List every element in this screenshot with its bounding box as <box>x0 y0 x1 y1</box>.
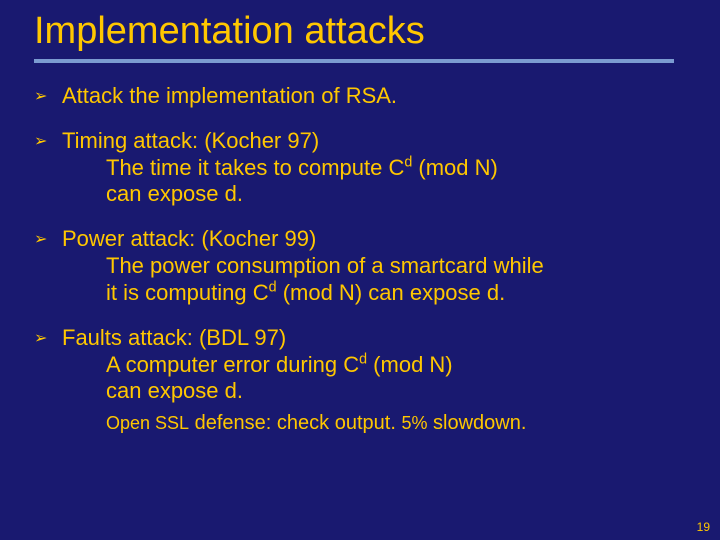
bullet-text: Faults attack: (BDL 97) A computer error… <box>62 325 686 436</box>
defense-serif1: Open SSL <box>106 413 189 433</box>
slide-title: Implementation attacks <box>34 0 686 57</box>
body-mid: (mod N) <box>367 352 453 377</box>
defense-line: Open SSL defense: check output. 5% slowd… <box>62 411 686 435</box>
exponent: d <box>359 351 367 367</box>
bullet-lead: Faults attack: (BDL 97) <box>62 325 286 350</box>
title-rule <box>34 59 674 63</box>
bullet-text: Power attack: (Kocher 99) The power cons… <box>62 226 686 306</box>
bullet-body: it is computing Cd (mod N) can expose d. <box>62 280 686 307</box>
bullet-body-line1: The power consumption of a smartcard whi… <box>62 253 686 280</box>
defense-serif2: 5% <box>401 413 427 433</box>
bullet-list: ➢ Attack the implementation of RSA. ➢ Ti… <box>34 83 686 436</box>
body-pre: The time it takes to compute C <box>106 155 404 180</box>
bullet-marker-icon: ➢ <box>34 325 62 436</box>
bullet-marker-icon: ➢ <box>34 128 62 208</box>
page-number: 19 <box>697 520 710 534</box>
bullet-item: ➢ Power attack: (Kocher 99) The power co… <box>34 226 686 306</box>
bullet-body: A computer error during Cd (mod N) <box>62 352 686 379</box>
bullet-body: The time it takes to compute Cd (mod N) <box>62 155 686 182</box>
body-pre: A computer error during C <box>106 352 359 377</box>
body-mid: (mod N) <box>412 155 498 180</box>
bullet-text: Attack the implementation of RSA. <box>62 83 686 110</box>
slide: Implementation attacks ➢ Attack the impl… <box>0 0 720 540</box>
bullet-item: ➢ Timing attack: (Kocher 97) The time it… <box>34 128 686 208</box>
bullet-lead: Power attack: (Kocher 99) <box>62 226 316 251</box>
bullet-item: ➢ Faults attack: (BDL 97) A computer err… <box>34 325 686 436</box>
bullet-lead: Attack the implementation of RSA. <box>62 83 397 108</box>
bullet-marker-icon: ➢ <box>34 226 62 306</box>
bullet-item: ➢ Attack the implementation of RSA. <box>34 83 686 110</box>
bullet-marker-icon: ➢ <box>34 83 62 110</box>
bullet-lead: Timing attack: (Kocher 97) <box>62 128 319 153</box>
body-pre: it is computing C <box>106 280 269 305</box>
body-mid: (mod N) can expose d. <box>277 280 506 305</box>
defense-end: slowdown. <box>427 412 526 434</box>
bullet-text: Timing attack: (Kocher 97) The time it t… <box>62 128 686 208</box>
bullet-tail: can expose d. <box>62 181 686 208</box>
defense-mid: defense: check output. <box>189 412 401 434</box>
bullet-tail: can expose d. <box>62 378 686 405</box>
exponent: d <box>269 280 277 296</box>
